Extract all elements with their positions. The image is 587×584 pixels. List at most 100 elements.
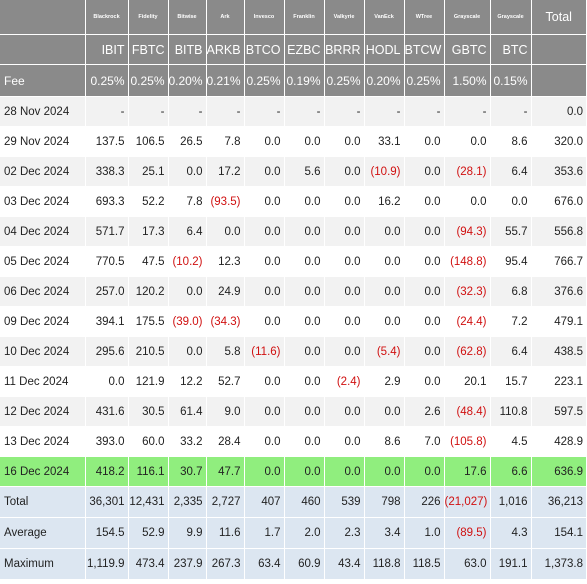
flow-cell: 0.0 — [168, 336, 207, 367]
fee-cell: 0.15% — [490, 64, 532, 97]
flow-cell: 0.0 — [490, 186, 532, 217]
date-cell: 11 Dec 2024 — [0, 366, 86, 397]
date-cell: 06 Dec 2024 — [0, 276, 86, 307]
table-row: 11 Dec 2024 0.0 121.9 12.2 52.7 0.0 0.0 (2.4) 2.… — [0, 366, 586, 397]
flow-cell: 15.7 — [490, 366, 532, 397]
issuer-header: Bitwise — [168, 0, 207, 35]
date-cell: 02 Dec 2024 — [0, 156, 86, 187]
flow-cell: 24.9 — [206, 276, 245, 307]
summary-cell: 2,335 — [168, 486, 207, 518]
flow-cell: 0.0 — [404, 366, 445, 397]
flow-cell: (94.3) — [444, 216, 491, 247]
flow-cell: 0.0 — [284, 126, 325, 157]
flow-cell: 0.0 — [244, 246, 285, 277]
flow-cell: 0.0 — [324, 246, 365, 277]
date-cell: 03 Dec 2024 — [0, 186, 86, 217]
row-total-cell: 556.8 — [531, 216, 586, 247]
flow-cell: 0.0 — [404, 156, 445, 187]
flow-cell: 6.4 — [490, 156, 532, 187]
flow-cell: 0.0 — [444, 126, 491, 157]
flow-cell: - — [168, 96, 207, 127]
flow-cell: (48.4) — [444, 396, 491, 427]
flow-cell: 8.6 — [490, 126, 532, 157]
table-row: 10 Dec 2024 295.6 210.5 0.0 5.8 (11.6) 0.0 0.0(… — [0, 336, 586, 367]
summary-label: Maximum — [0, 548, 86, 580]
flow-cell: 394.1 — [85, 306, 129, 337]
flow-cell: 0.0 — [364, 456, 405, 487]
summary-cell: 798 — [364, 486, 405, 518]
flow-cell: 110.8 — [490, 396, 532, 427]
flow-cell: 30.7 — [168, 456, 207, 487]
ticker-header: EZBC — [284, 34, 325, 65]
date-cell: 05 Dec 2024 — [0, 246, 86, 277]
summary-cell: 154.5 — [85, 517, 129, 549]
summary-cell: 2.3 — [324, 517, 365, 549]
row-total-cell: 320.0 — [531, 126, 586, 157]
flow-cell: 137.5 — [85, 126, 129, 157]
date-cell: 04 Dec 2024 — [0, 216, 86, 247]
flow-cell: - — [364, 96, 405, 127]
flow-cell: 0.0 — [404, 276, 445, 307]
summary-cell: 63.0 — [444, 548, 491, 580]
summary-row: Maximum 1,119.9 473.4 237.9 267.3 63.4 60.9 43.… — [0, 548, 586, 580]
flow-cell: 0.0 — [324, 456, 365, 487]
row-total-cell: 597.5 — [531, 396, 586, 427]
fee-cell: 0.19% — [284, 64, 325, 97]
flow-cell: (5.4) — [364, 336, 405, 367]
flow-cell: 25.1 — [128, 156, 169, 187]
flow-cell: 6.6 — [490, 456, 532, 487]
flow-cell: 0.0 — [284, 276, 325, 307]
flow-cell: (148.8) — [444, 246, 491, 277]
flow-cell: 8.6 — [364, 426, 405, 457]
summary-cell: 4.3 — [490, 517, 532, 549]
summary-cell: 36,301 — [85, 486, 129, 518]
fee-label: Fee — [0, 64, 86, 97]
flow-cell: 47.7 — [206, 456, 245, 487]
row-total-cell: 479.1 — [531, 306, 586, 337]
flow-cell: 17.3 — [128, 216, 169, 247]
summary-row: Average 154.5 52.9 9.9 11.6 1.7 2.0 2.3 3.4 1.0 (8… — [0, 517, 586, 549]
flow-cell: 770.5 — [85, 246, 129, 277]
flow-cell: 6.4 — [168, 216, 207, 247]
fee-row: Fee 0.25% 0.25% 0.20% 0.21% 0.25% 0.19% 0.25% 0.… — [0, 64, 586, 97]
issuer-header: Grayscale — [444, 0, 491, 35]
flow-cell: 17.6 — [444, 456, 491, 487]
flow-cell: 693.3 — [85, 186, 129, 217]
table-row: 09 Dec 2024 394.1 175.5 (39.0) (34.3) 0.0 0.0 0… — [0, 306, 586, 337]
flow-cell: (11.6) — [244, 336, 285, 367]
fee-cell: 0.20% — [364, 64, 405, 97]
table-row: 28 Nov 2024- - - - - - - - - - -0.0 — [0, 96, 586, 127]
issuer-header: Blackrock — [85, 0, 129, 35]
flow-cell: 116.1 — [128, 456, 169, 487]
summary-cell: 1.0 — [404, 517, 445, 549]
row-total-cell: 438.5 — [531, 336, 586, 367]
corner-cell — [0, 34, 86, 65]
summary-total-cell: 154.1 — [531, 517, 586, 549]
flow-cell: 20.1 — [444, 366, 491, 397]
flow-cell: 0.0 — [244, 306, 285, 337]
flow-cell: - — [404, 96, 445, 127]
table-row: 02 Dec 2024 338.3 25.1 0.0 17.2 0.0 5.6 0.0 (10.… — [0, 156, 586, 187]
flow-cell: (39.0) — [168, 306, 207, 337]
flow-cell: 0.0 — [364, 306, 405, 337]
flow-cell: (34.3) — [206, 306, 245, 337]
flow-cell: 0.0 — [244, 396, 285, 427]
flow-cell: 0.0 — [284, 186, 325, 217]
summary-cell: (89.5) — [444, 517, 491, 549]
flow-cell: 0.0 — [364, 216, 405, 247]
flow-cell: 0.0 — [284, 456, 325, 487]
flow-cell: 0.0 — [284, 426, 325, 457]
flow-cell: 52.2 — [128, 186, 169, 217]
ticker-header: GBTC — [444, 34, 491, 65]
issuer-header: WTree — [404, 0, 445, 35]
flow-cell: - — [128, 96, 169, 127]
ticker-header-empty — [531, 34, 586, 65]
flow-cell: 0.0 — [284, 216, 325, 247]
summary-cell: 1.7 — [244, 517, 285, 549]
flow-cell: 0.0 — [324, 186, 365, 217]
flow-cell: (32.3) — [444, 276, 491, 307]
flow-cell: 0.0 — [324, 396, 365, 427]
flow-cell: 0.0 — [244, 456, 285, 487]
flow-cell: (105.8) — [444, 426, 491, 457]
row-total-cell: 766.7 — [531, 246, 586, 277]
